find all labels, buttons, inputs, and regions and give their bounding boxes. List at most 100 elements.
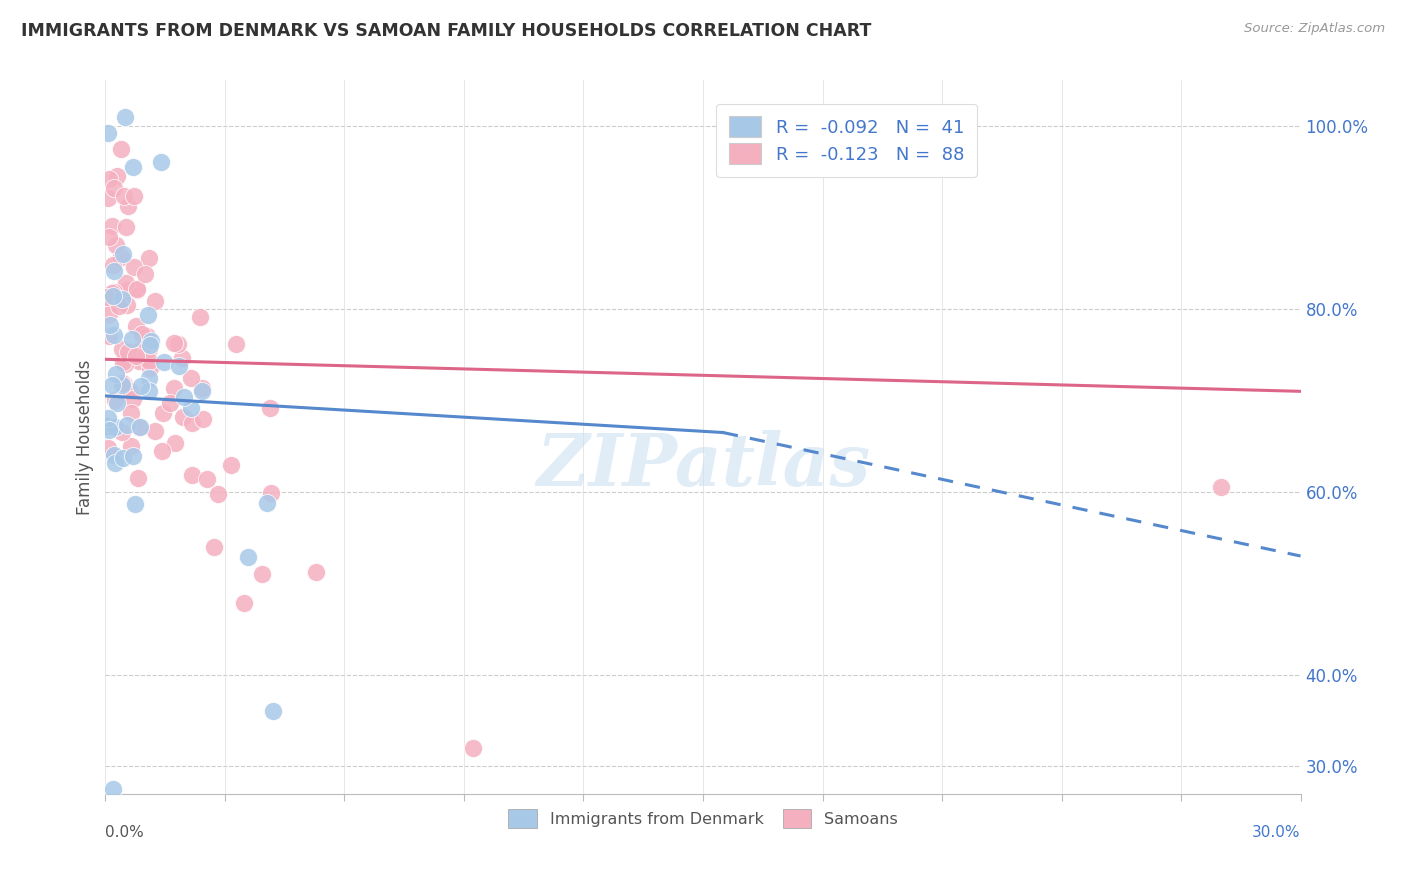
Point xyxy=(167,336,190,351)
Point xyxy=(136,329,159,343)
Point xyxy=(103,264,125,278)
Point xyxy=(96,419,118,434)
Point xyxy=(149,155,172,169)
Point xyxy=(121,392,143,406)
Point xyxy=(159,396,181,410)
Point xyxy=(202,540,225,554)
Point xyxy=(105,367,128,381)
Point xyxy=(117,199,139,213)
Point xyxy=(114,357,136,371)
Point xyxy=(138,353,160,368)
Point xyxy=(167,359,190,373)
Point xyxy=(96,290,118,304)
Point xyxy=(114,384,136,399)
Point xyxy=(104,393,127,408)
Point xyxy=(134,267,156,281)
Point xyxy=(104,420,127,434)
Point xyxy=(207,487,229,501)
Text: Source: ZipAtlas.com: Source: ZipAtlas.com xyxy=(1244,22,1385,36)
Text: 0.0%: 0.0% xyxy=(105,825,145,840)
Point xyxy=(111,450,134,465)
Point xyxy=(98,171,121,186)
Point xyxy=(103,285,125,300)
Point xyxy=(111,246,134,260)
Text: ZIPatlas: ZIPatlas xyxy=(536,430,870,501)
Point xyxy=(103,180,125,194)
Point xyxy=(105,237,128,252)
Point xyxy=(138,308,160,322)
Point xyxy=(305,565,328,579)
Point xyxy=(101,219,124,233)
Point xyxy=(100,292,122,306)
Point xyxy=(152,405,174,419)
Point xyxy=(125,344,148,359)
Point xyxy=(125,283,148,297)
Point xyxy=(139,334,162,348)
Point xyxy=(143,424,166,438)
Point xyxy=(124,189,146,203)
Point xyxy=(463,741,485,756)
Point xyxy=(143,293,166,308)
Point xyxy=(250,566,273,581)
Point xyxy=(138,251,160,265)
Point xyxy=(111,293,134,307)
Point xyxy=(117,345,139,359)
Point xyxy=(129,419,152,434)
Point xyxy=(97,230,120,244)
Point xyxy=(111,377,134,392)
Point xyxy=(117,417,139,432)
Point xyxy=(262,704,284,718)
Point xyxy=(107,169,129,184)
Point xyxy=(124,497,146,511)
Point xyxy=(172,351,194,365)
Point xyxy=(191,381,214,395)
Point xyxy=(115,276,138,290)
Point xyxy=(100,377,122,392)
Point xyxy=(150,444,173,458)
Point xyxy=(112,189,135,203)
Point xyxy=(122,450,145,464)
Point xyxy=(139,337,162,351)
Point xyxy=(138,361,160,376)
Point xyxy=(219,458,242,472)
Point xyxy=(103,782,125,797)
Point xyxy=(111,342,134,356)
Point xyxy=(129,378,152,392)
Point xyxy=(97,441,120,455)
Point xyxy=(163,381,186,395)
Point xyxy=(111,376,134,391)
Point xyxy=(114,110,136,124)
Point xyxy=(111,425,134,440)
Point xyxy=(127,282,149,296)
Text: IMMIGRANTS FROM DENMARK VS SAMOAN FAMILY HOUSEHOLDS CORRELATION CHART: IMMIGRANTS FROM DENMARK VS SAMOAN FAMILY… xyxy=(21,22,872,40)
Point xyxy=(138,342,160,356)
Point xyxy=(233,596,256,610)
Point xyxy=(120,407,142,421)
Point xyxy=(190,384,212,399)
Point xyxy=(108,299,131,313)
Point xyxy=(112,355,135,369)
Point xyxy=(131,327,153,342)
Point xyxy=(117,283,139,297)
Point xyxy=(259,401,281,415)
Point xyxy=(97,191,120,205)
Y-axis label: Family Households: Family Households xyxy=(76,359,94,515)
Point xyxy=(98,307,121,321)
Point xyxy=(110,250,132,264)
Point xyxy=(97,423,120,437)
Point xyxy=(195,472,218,486)
Point xyxy=(138,384,160,399)
Point xyxy=(105,396,128,410)
Point xyxy=(96,418,118,433)
Point xyxy=(103,448,125,462)
Point xyxy=(122,160,145,174)
Point xyxy=(101,258,124,272)
Point xyxy=(104,290,127,304)
Point xyxy=(127,343,149,358)
Point xyxy=(112,377,135,392)
Point xyxy=(180,371,202,385)
Point xyxy=(172,409,194,424)
Text: 30.0%: 30.0% xyxy=(1253,825,1301,840)
Point xyxy=(97,410,120,425)
Point xyxy=(125,349,148,363)
